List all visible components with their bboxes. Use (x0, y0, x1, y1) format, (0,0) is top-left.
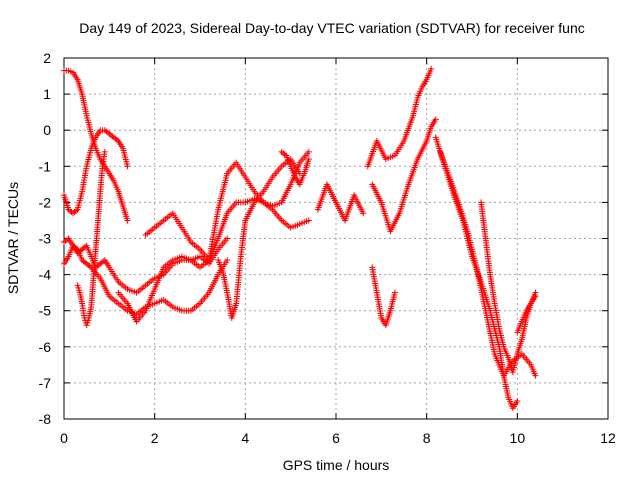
y-tick-label: -1 (39, 158, 52, 174)
data-point (391, 289, 398, 296)
data-point (305, 217, 312, 224)
x-tick-label: 2 (151, 430, 159, 446)
chart-title: Day 149 of 2023, Sidereal Day-to-day VTE… (79, 20, 585, 36)
x-tick-labels: 0 2 4 6 8 10 12 (60, 430, 616, 446)
y-tick-label: -6 (39, 339, 52, 355)
series-track-a (61, 67, 131, 224)
y-tick-label: 1 (43, 86, 51, 102)
data-point (224, 257, 231, 264)
y-tick-labels: -8 -7 -6 -5 -4 -3 -2 -1 0 1 2 (39, 50, 52, 427)
x-tick-label: 0 (60, 430, 68, 446)
x-tick-label: 8 (423, 430, 431, 446)
series-track-q (514, 289, 539, 336)
series-track-j (314, 181, 367, 224)
series-track-m (369, 116, 439, 235)
series-track-g (142, 148, 312, 264)
x-tick-label: 10 (510, 430, 526, 446)
data-point (532, 289, 539, 296)
y-tick-label: -3 (39, 231, 52, 247)
y-tick-label: -8 (39, 411, 52, 427)
y-axis-label: SDTVAR / TECUs (5, 182, 21, 294)
data-point (124, 217, 131, 224)
series-track-f (115, 195, 312, 325)
y-tick-label: 0 (43, 122, 51, 138)
data-point (428, 65, 435, 72)
x-tick-label: 6 (332, 430, 340, 446)
gridlines (64, 58, 608, 419)
data-point (532, 372, 539, 379)
series-track-k (369, 264, 398, 329)
data-point (124, 163, 131, 170)
data-points (61, 65, 539, 412)
data-point (432, 116, 439, 123)
series-track-b (61, 127, 131, 217)
y-tick-label: -7 (39, 375, 52, 391)
series-track-i (278, 148, 312, 188)
y-tick-label: -4 (39, 267, 52, 283)
x-tick-label: 12 (600, 430, 616, 446)
series-track-h (215, 156, 303, 321)
y-tick-label: 2 (43, 50, 51, 66)
data-point (305, 156, 312, 163)
data-point (360, 210, 367, 217)
y-tick-label: -5 (39, 303, 52, 319)
data-point (305, 148, 312, 155)
series-track-e (74, 148, 108, 329)
series-track-p (478, 199, 539, 376)
data-point (224, 235, 231, 242)
series-track-o (437, 148, 539, 379)
data-point (514, 397, 521, 404)
x-tick-label: 4 (241, 430, 249, 446)
series-track-d (61, 242, 231, 318)
y-tick-label: -2 (39, 194, 52, 210)
data-point (101, 148, 108, 155)
x-axis-label: GPS time / hours (283, 457, 390, 473)
series-track-l (364, 65, 435, 170)
